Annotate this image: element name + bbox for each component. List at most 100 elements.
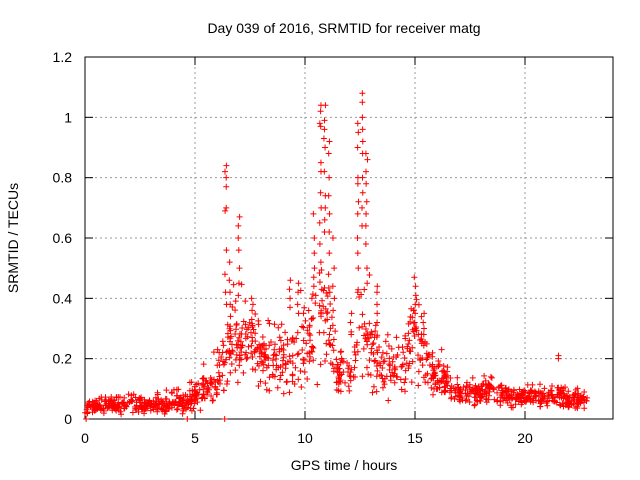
data-point [531, 393, 538, 400]
data-point [235, 222, 242, 229]
data-point [412, 301, 419, 308]
data-point [544, 397, 551, 404]
data-point [123, 403, 130, 410]
data-point [447, 385, 454, 392]
data-point [402, 367, 409, 374]
data-point [249, 354, 256, 361]
data-point [234, 379, 241, 386]
data-point [286, 286, 293, 293]
data-point [411, 319, 418, 326]
data-point [438, 346, 445, 353]
data-point [361, 320, 368, 327]
data-point [230, 281, 237, 288]
data-point [317, 259, 324, 266]
data-point [322, 358, 329, 365]
data-point [321, 117, 328, 124]
data-point [249, 334, 256, 341]
data-point [409, 314, 416, 321]
data-point [362, 325, 369, 332]
data-point [390, 354, 397, 361]
data-point [324, 293, 331, 300]
data-point [187, 393, 194, 400]
data-point [337, 377, 344, 384]
y-tick-label: 1.2 [53, 49, 73, 65]
data-point [321, 168, 328, 175]
data-point [411, 274, 418, 281]
data-point [243, 355, 250, 362]
data-point [248, 350, 255, 357]
data-point [232, 367, 239, 374]
data-point [355, 129, 362, 136]
data-point [215, 369, 222, 376]
data-point [429, 349, 436, 356]
data-point [261, 346, 268, 353]
data-point [329, 235, 336, 241]
data-point [316, 120, 323, 127]
data-point [209, 397, 216, 404]
data-point [365, 334, 372, 341]
data-point [321, 284, 328, 291]
data-point [266, 387, 273, 394]
data-point [118, 411, 125, 418]
data-point [191, 400, 198, 407]
data-point [128, 398, 135, 405]
data-point [367, 372, 374, 379]
data-point [317, 123, 324, 130]
data-point [394, 351, 401, 358]
data-point [374, 319, 381, 326]
x-tick-label: 0 [81, 430, 89, 446]
data-point [557, 402, 564, 409]
data-point [323, 340, 330, 347]
data-point [277, 363, 284, 370]
data-point [486, 385, 493, 392]
data-point [248, 342, 255, 349]
data-point [289, 360, 296, 367]
chart-title: Day 039 of 2016, SRMTID for receiver mat… [207, 20, 480, 36]
data-point [308, 316, 315, 323]
data-point [223, 381, 230, 388]
data-point [359, 189, 366, 196]
data-point [363, 180, 370, 187]
data-point [257, 378, 264, 385]
data-point [398, 386, 405, 393]
data-point [138, 406, 145, 413]
data-point [379, 384, 386, 391]
data-point [411, 333, 418, 340]
data-point [277, 337, 284, 344]
data-point [496, 383, 503, 390]
data-point [387, 362, 394, 369]
data-point [275, 324, 282, 331]
data-point [410, 320, 417, 327]
data-point [410, 328, 417, 335]
data-point [565, 404, 572, 411]
data-point [374, 367, 381, 374]
data-point [362, 150, 369, 157]
data-point [331, 295, 338, 302]
data-point [345, 383, 352, 390]
data-point [260, 361, 267, 368]
data-point [198, 382, 205, 389]
data-point [515, 392, 522, 399]
data-point [470, 387, 477, 394]
data-point [374, 310, 381, 317]
data-point [471, 401, 478, 408]
data-point [236, 213, 243, 220]
data-point [322, 102, 329, 109]
data-point [403, 360, 410, 367]
data-point [154, 389, 161, 396]
data-point [523, 397, 530, 404]
data-point [109, 402, 116, 409]
data-point [129, 397, 136, 404]
data-point [424, 379, 431, 386]
data-point [462, 387, 469, 394]
data-point [293, 335, 300, 342]
data-point [316, 279, 323, 286]
data-point [352, 351, 359, 358]
data-point [556, 394, 563, 401]
data-point [84, 410, 91, 417]
data-point [194, 399, 201, 406]
data-point [482, 395, 489, 402]
data-point [562, 384, 569, 391]
data-point [388, 345, 395, 352]
data-point [236, 362, 243, 369]
